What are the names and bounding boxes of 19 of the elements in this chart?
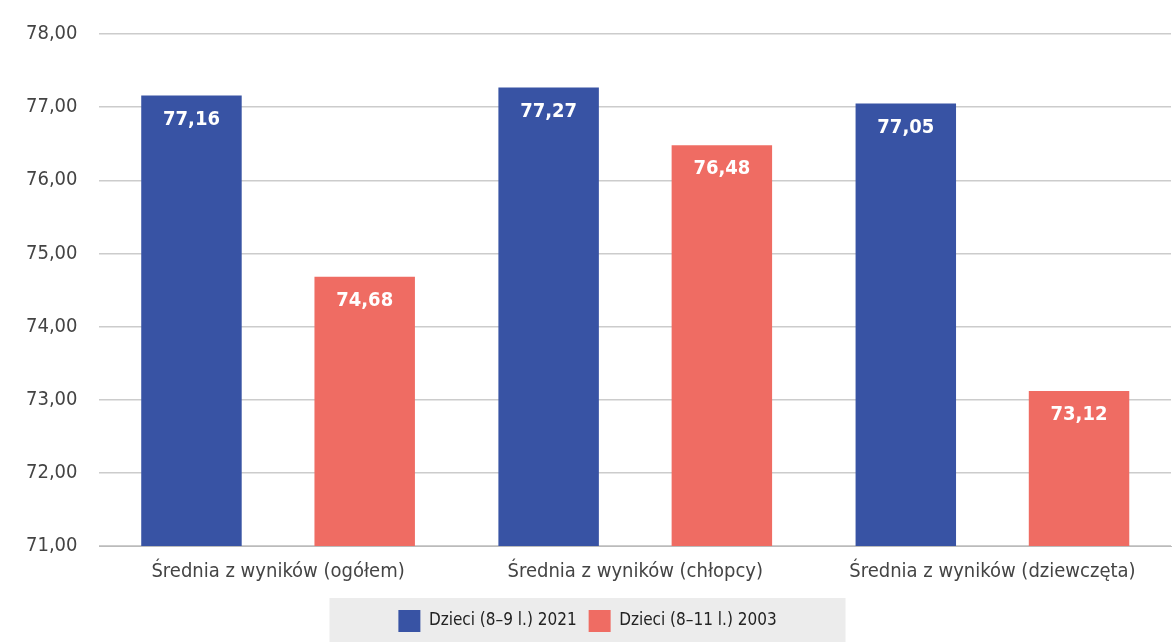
data-label: 77,05 — [877, 113, 935, 138]
y-tick-label: 74,00 — [25, 312, 78, 337]
x-tick-label: Średnia z wyników (ogółem) — [151, 558, 405, 583]
legend-label: Dzieci (8–9 l.) 2021 — [428, 609, 577, 630]
y-tick-label: 77,00 — [25, 93, 78, 118]
y-tick-label: 72,00 — [25, 459, 78, 484]
legend-label: Dzieci (8–11 l.) 2003 — [619, 609, 777, 630]
data-label: 76,48 — [693, 155, 751, 180]
x-tick-label: Średnia z wyników (chłopcy) — [507, 558, 763, 583]
y-tick-label: 73,00 — [25, 385, 78, 410]
data-label: 73,12 — [1050, 401, 1108, 426]
data-label: 77,27 — [520, 97, 578, 122]
data-label: 77,16 — [163, 105, 220, 130]
x-tick-label: Średnia z wyników (dziewczęta) — [849, 558, 1136, 583]
y-tick-label: 78,00 — [25, 20, 78, 45]
y-tick-label: 71,00 — [25, 532, 78, 557]
y-tick-label: 76,00 — [25, 166, 78, 191]
y-tick-label: 75,00 — [25, 239, 78, 264]
data-label: 74,68 — [336, 287, 394, 312]
